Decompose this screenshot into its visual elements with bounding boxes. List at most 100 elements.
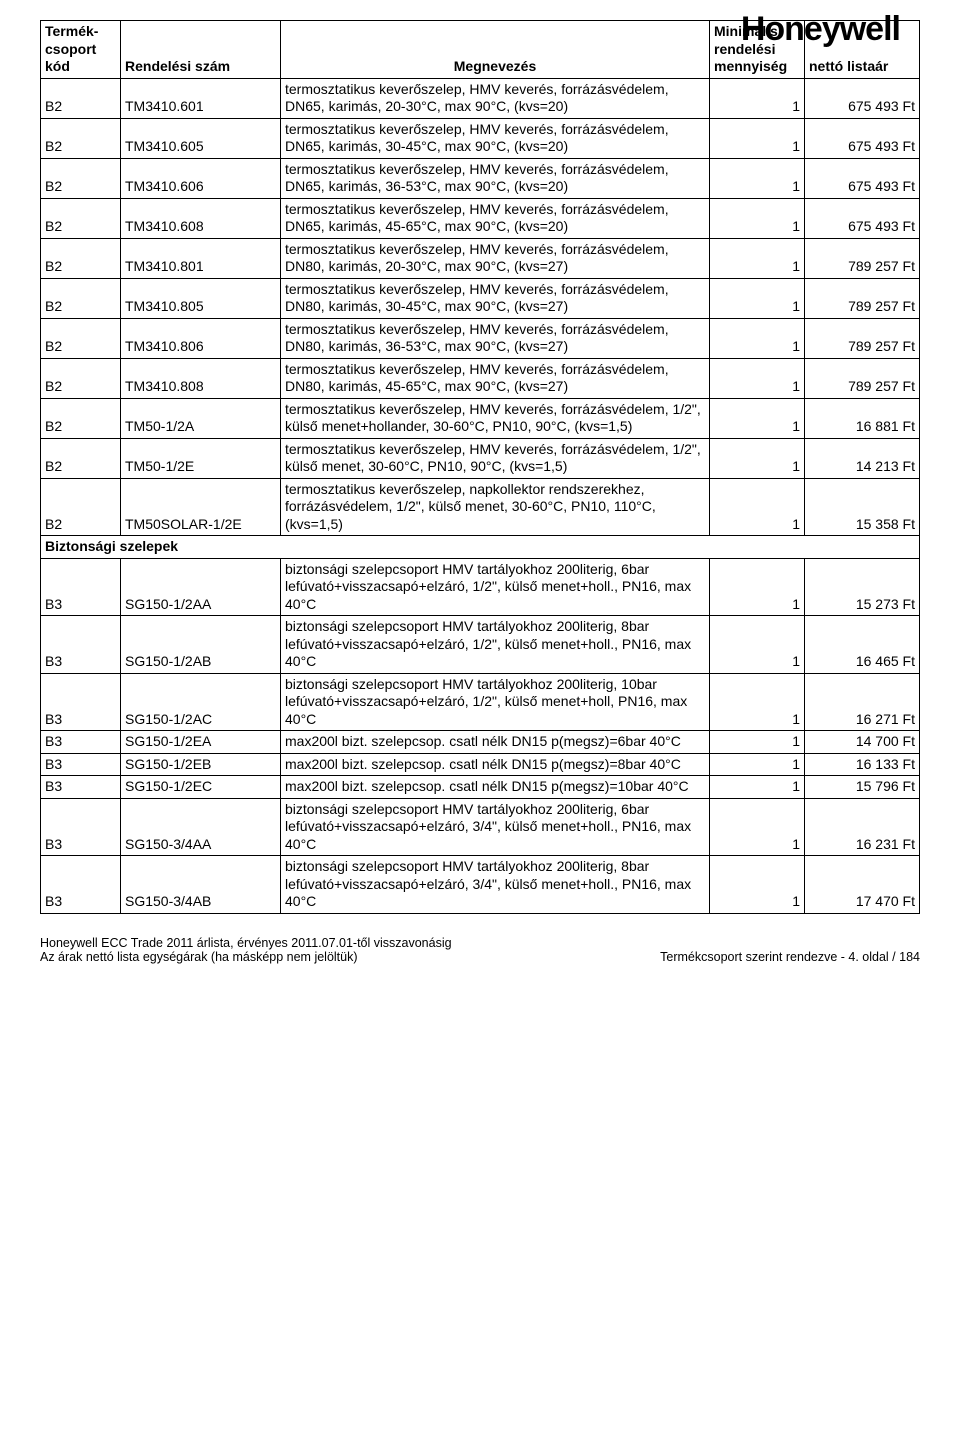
cell-code: B2 [41,478,121,536]
cell-qty: 1 [710,358,805,398]
table-row: B2TM3410.806termosztatikus keverőszelep,… [41,318,920,358]
cell-desc: max200l bizt. szelepcsop. csatl nélk DN1… [281,731,710,754]
cell-order: TM50SOLAR-1/2E [121,478,281,536]
cell-order: SG150-1/2AA [121,558,281,616]
cell-qty: 1 [710,753,805,776]
cell-price: 14 700 Ft [805,731,920,754]
cell-price: 16 465 Ft [805,616,920,674]
cell-code: B2 [41,198,121,238]
section-row: Biztonsági szelepek [41,536,920,559]
table-row: B2TM50-1/2Etermosztatikus keverőszelep, … [41,438,920,478]
cell-price: 16 881 Ft [805,398,920,438]
cell-desc: termosztatikus keverőszelep, HMV keverés… [281,398,710,438]
cell-qty: 1 [710,78,805,118]
cell-price: 675 493 Ft [805,118,920,158]
table-row: B2TM3410.608termosztatikus keverőszelep,… [41,198,920,238]
cell-order: TM3410.606 [121,158,281,198]
cell-order: SG150-3/4AB [121,856,281,914]
cell-order: TM3410.801 [121,238,281,278]
table-row: B2TM50-1/2Atermosztatikus keverőszelep, … [41,398,920,438]
cell-price: 15 358 Ft [805,478,920,536]
cell-qty: 1 [710,478,805,536]
footer-right: Termékcsoport szerint rendezve - 4. olda… [660,936,920,964]
cell-qty: 1 [710,438,805,478]
cell-desc: termosztatikus keverőszelep, HMV keverés… [281,278,710,318]
table-row: B3SG150-1/2ACbiztonsági szelepcsoport HM… [41,673,920,731]
col-header-order: Rendelési szám [121,21,281,79]
cell-code: B2 [41,398,121,438]
col-header-code: Termék- csoport kód [41,21,121,79]
cell-code: B3 [41,776,121,799]
cell-price: 789 257 Ft [805,318,920,358]
cell-code: B3 [41,558,121,616]
table-row: B3SG150-1/2EAmax200l bizt. szelepcsop. c… [41,731,920,754]
cell-code: B3 [41,673,121,731]
col-header-desc: Megnevezés [281,21,710,79]
cell-qty: 1 [710,158,805,198]
cell-code: B2 [41,238,121,278]
cell-qty: 1 [710,118,805,158]
cell-price: 14 213 Ft [805,438,920,478]
hdr-line: csoport [45,41,96,57]
cell-qty: 1 [710,278,805,318]
cell-order: SG150-1/2AB [121,616,281,674]
cell-qty: 1 [710,776,805,799]
cell-price: 675 493 Ft [805,198,920,238]
cell-price: 16 133 Ft [805,753,920,776]
table-row: B3SG150-3/4AAbiztonsági szelepcsoport HM… [41,798,920,856]
hdr-line: Termék- [45,23,98,39]
cell-qty: 1 [710,673,805,731]
footer-line: Honeywell ECC Trade 2011 árlista, érvény… [40,936,452,950]
cell-order: SG150-1/2EC [121,776,281,799]
cell-code: B2 [41,118,121,158]
table-row: B3SG150-1/2EBmax200l bizt. szelepcsop. c… [41,753,920,776]
cell-code: B3 [41,731,121,754]
table-row: B2TM3410.601termosztatikus keverőszelep,… [41,78,920,118]
cell-order: TM3410.806 [121,318,281,358]
cell-qty: 1 [710,616,805,674]
table-row: B3SG150-1/2AAbiztonsági szelepcsoport HM… [41,558,920,616]
cell-order: SG150-1/2EB [121,753,281,776]
cell-desc: termosztatikus keverőszelep, HMV keverés… [281,158,710,198]
table-row: B2TM3410.605termosztatikus keverőszelep,… [41,118,920,158]
cell-order: TM3410.805 [121,278,281,318]
footer-line: Az árak nettó lista egységárak (ha máské… [40,950,452,964]
cell-price: 789 257 Ft [805,278,920,318]
brand-logo: Honeywell [741,10,900,49]
cell-code: B2 [41,78,121,118]
hdr-line: kód [45,58,70,74]
cell-qty: 1 [710,198,805,238]
cell-code: B2 [41,158,121,198]
cell-price: 675 493 Ft [805,78,920,118]
cell-desc: termosztatikus keverőszelep, napkollekto… [281,478,710,536]
cell-order: TM50-1/2A [121,398,281,438]
table-row: B3SG150-3/4ABbiztonsági szelepcsoport HM… [41,856,920,914]
table-row: B2TM3410.801termosztatikus keverőszelep,… [41,238,920,278]
cell-order: TM3410.808 [121,358,281,398]
section-title: Biztonsági szelepek [41,536,920,559]
cell-desc: termosztatikus keverőszelep, HMV keverés… [281,78,710,118]
cell-qty: 1 [710,398,805,438]
cell-code: B3 [41,798,121,856]
cell-code: B2 [41,438,121,478]
table-body: B2TM3410.601termosztatikus keverőszelep,… [41,78,920,913]
cell-price: 15 796 Ft [805,776,920,799]
cell-desc: biztonsági szelepcsoport HMV tartályokho… [281,798,710,856]
cell-price: 16 271 Ft [805,673,920,731]
cell-qty: 1 [710,238,805,278]
cell-order: TM3410.608 [121,198,281,238]
cell-desc: termosztatikus keverőszelep, HMV keverés… [281,198,710,238]
table-row: B3SG150-1/2ECmax200l bizt. szelepcsop. c… [41,776,920,799]
cell-desc: max200l bizt. szelepcsop. csatl nélk DN1… [281,776,710,799]
footer-left: Honeywell ECC Trade 2011 árlista, érvény… [40,936,452,964]
cell-order: SG150-3/4AA [121,798,281,856]
table-row: B2TM50SOLAR-1/2Etermosztatikus keverősze… [41,478,920,536]
table-row: B2TM3410.808termosztatikus keverőszelep,… [41,358,920,398]
cell-code: B3 [41,753,121,776]
cell-desc: max200l bizt. szelepcsop. csatl nélk DN1… [281,753,710,776]
cell-code: B2 [41,318,121,358]
cell-code: B3 [41,856,121,914]
page-footer: Honeywell ECC Trade 2011 árlista, érvény… [40,936,920,964]
cell-qty: 1 [710,558,805,616]
table-row: B2TM3410.606termosztatikus keverőszelep,… [41,158,920,198]
